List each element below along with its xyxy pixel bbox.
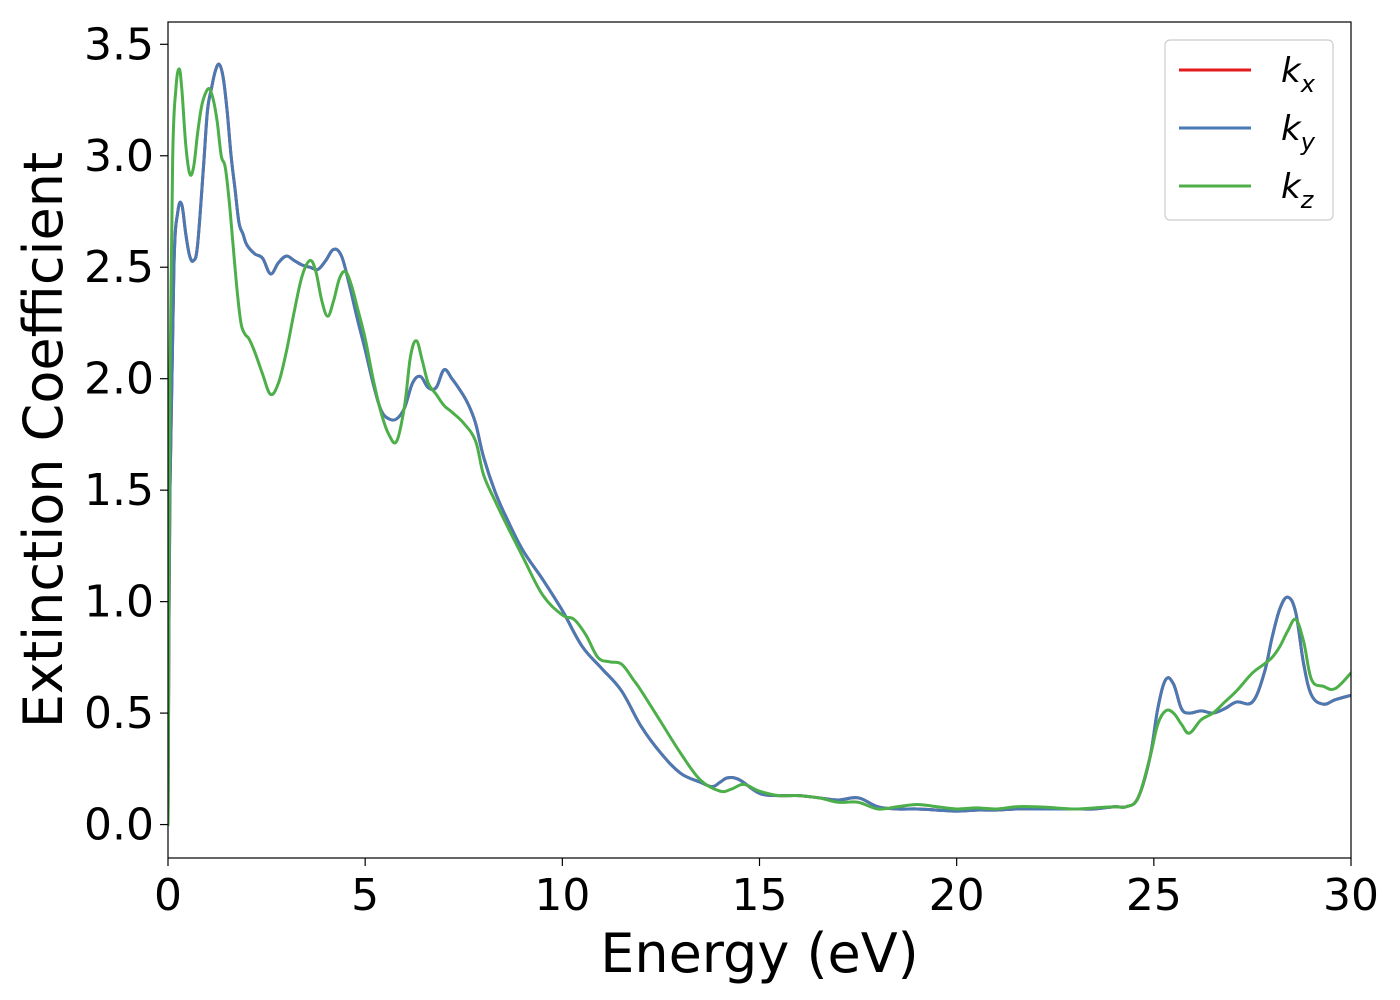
x-tick-label: 30 (1323, 870, 1379, 921)
series-layer (168, 62, 1351, 827)
y-axis-ticks: 0.0 0.5 1.0 1.5 2.0 2.5 3.0 3.5 (84, 19, 168, 851)
legend: kx ky kz (1164, 39, 1334, 221)
y-tick-label: 1.0 (84, 577, 154, 628)
x-tick-label: 10 (534, 870, 590, 921)
legend-box (1164, 39, 1334, 221)
y-tick-label: 1.5 (84, 465, 154, 516)
y-tick-label: 0.0 (84, 800, 154, 851)
x-tick-label: 5 (351, 870, 379, 921)
y-tick-label: 0.5 (84, 688, 154, 739)
y-tick-label: 2.0 (84, 354, 154, 405)
y-tick-label: 2.5 (84, 242, 154, 293)
legend-label-ky: ky (1281, 109, 1316, 156)
series-line-ky (168, 62, 1351, 827)
plot-area (168, 22, 1351, 858)
x-tick-label: 15 (732, 870, 788, 921)
x-tick-label: 0 (154, 870, 182, 921)
x-axis-title: Energy (eV) (600, 922, 919, 985)
series-line-kz (168, 67, 1351, 827)
y-axis-title: Extinction Coefficient (12, 152, 75, 728)
y-tick-label: 3.0 (84, 131, 154, 182)
x-axis-ticks: 0 5 10 15 20 25 30 (154, 858, 1379, 921)
x-tick-label: 25 (1126, 870, 1182, 921)
legend-label-kz: kz (1281, 167, 1315, 214)
x-tick-label: 20 (929, 870, 985, 921)
y-tick-label: 3.5 (84, 19, 154, 70)
legend-label-kx: kx (1281, 51, 1316, 98)
